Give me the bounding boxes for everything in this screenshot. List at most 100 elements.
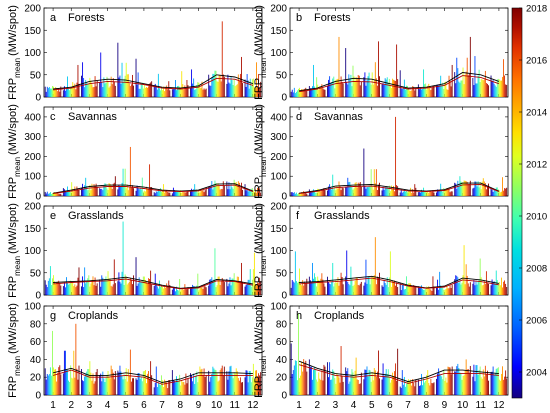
bar [332,174,334,196]
bar [424,84,426,97]
bar [204,190,206,196]
bar [415,187,417,196]
bar [135,378,137,395]
bar [167,192,169,196]
bar [430,190,432,196]
bar [314,191,316,196]
bar [457,363,459,395]
bar [220,188,222,196]
bar [316,286,318,295]
bar [132,185,133,196]
bar [474,381,476,395]
bar [308,276,310,295]
bar [390,87,392,97]
bar [60,285,62,295]
bar [197,82,199,97]
bar [385,369,387,395]
bar [293,87,295,97]
bar [218,276,220,295]
bar [378,41,379,97]
bar [123,374,125,395]
bar [374,370,376,395]
bar [46,374,48,395]
bar [330,187,332,196]
bar [461,379,463,395]
bar [141,381,143,395]
bar [305,87,307,97]
bar [217,276,219,295]
bar [454,279,456,295]
bar [69,283,71,295]
bar [295,192,297,196]
bar [436,192,437,196]
y-tick-label: 50 [30,268,42,279]
bar [158,280,160,295]
bar [248,189,250,196]
bar [303,285,305,295]
y-tick-label: 0 [35,93,41,104]
bar [480,377,482,395]
bar [133,378,134,395]
bar [301,191,303,196]
bar [74,186,76,196]
bar [448,187,450,196]
bar [126,381,128,395]
bar [494,85,496,97]
y-tick-label: 100 [270,302,287,313]
y-tick-label: 200 [270,202,287,213]
bar [468,73,470,97]
bar [297,194,298,196]
y-axis-label-sub: mean [13,356,22,376]
bar [150,82,152,97]
bar [45,193,47,196]
bar [402,191,404,196]
bar [49,88,51,97]
bar [216,373,218,395]
bar [252,190,254,196]
bar [124,274,126,295]
bar [441,85,443,97]
bar [350,185,352,196]
bar [367,276,369,295]
bar [46,287,48,295]
bar [295,91,297,97]
bar [257,282,258,295]
bar [228,371,230,395]
bar [53,193,54,196]
bar [193,286,195,295]
bar [436,84,437,97]
bar [181,289,183,295]
bar [406,191,407,196]
y-tick-label: 150 [270,224,287,235]
bar [488,85,489,97]
bar [226,371,228,395]
bar [232,278,234,295]
y-tick-label: 0 [281,192,287,203]
bar [60,374,62,395]
bar [327,85,328,97]
bar [436,287,437,295]
bar [305,360,307,395]
bar [122,168,124,196]
bar [393,375,394,395]
bar [356,379,358,395]
bar [202,189,204,196]
bar [460,181,462,196]
bar [483,281,485,295]
bar [355,357,357,395]
bar [378,277,379,295]
bar [57,91,59,97]
bar [433,382,435,395]
bar [322,189,324,196]
bar [58,280,60,295]
bar [235,85,237,97]
bar [49,367,51,395]
bar [99,188,101,196]
bar [191,69,193,97]
bar [56,87,58,97]
bar [368,185,370,196]
bar [202,375,204,395]
bar [429,385,431,395]
bar [475,280,477,295]
bar [340,346,342,395]
